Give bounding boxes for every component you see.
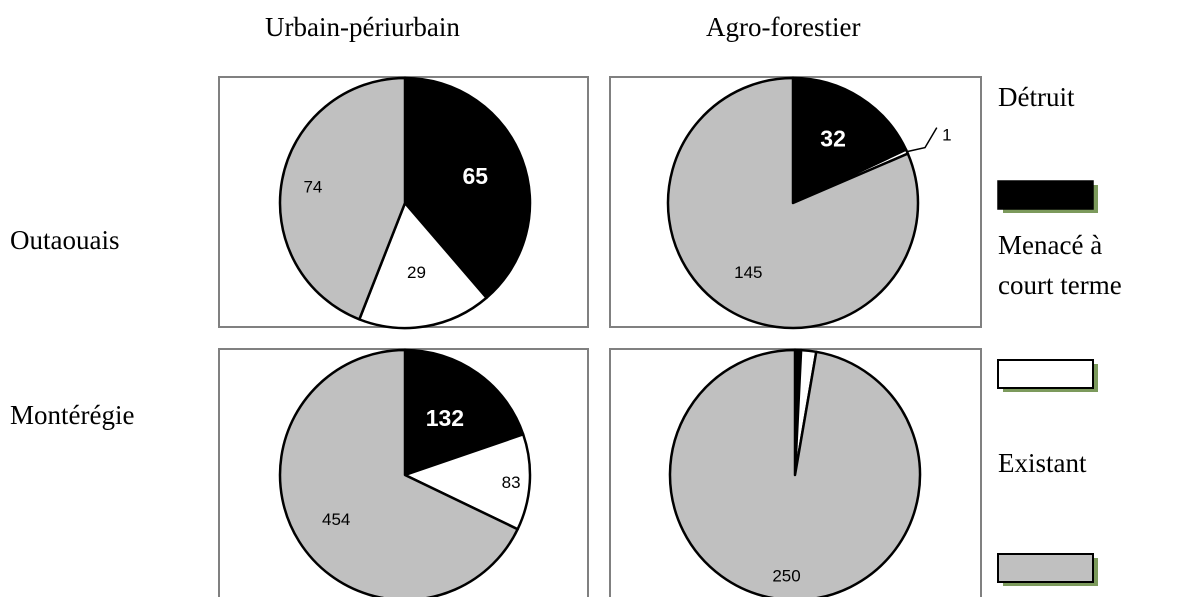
column-title-urbain: Urbain-périurbain <box>265 12 460 42</box>
data-label: 250 <box>772 567 800 586</box>
slice-menace <box>403 433 532 531</box>
slice-existant <box>666 76 920 330</box>
legend-label-menace: Menacé à court terme <box>998 230 1122 300</box>
data-label: 454 <box>322 510 350 529</box>
slice-existant <box>668 348 922 597</box>
legend-label-existant: Existant <box>998 448 1087 478</box>
legend-swatch-detruit <box>997 180 1094 210</box>
data-label: 132 <box>426 405 464 431</box>
legend-label-detruit: Détruit <box>998 82 1075 112</box>
row-label-monteregie: Montérégie <box>10 400 135 430</box>
data-label: 74 <box>303 178 322 197</box>
slice-existant <box>278 76 407 321</box>
data-label: 145 <box>734 263 762 282</box>
slice-detruit <box>791 76 908 205</box>
legend-swatch-existant <box>997 553 1094 583</box>
data-label: 65 <box>463 163 489 189</box>
column-title-agro: Agro-forestier <box>706 12 861 42</box>
slice-menace <box>358 201 488 330</box>
data-label: 83 <box>502 473 521 492</box>
legend-swatch-menace <box>997 359 1094 389</box>
row-label-outaouais: Outaouais <box>10 225 120 255</box>
slice-existant <box>278 348 519 597</box>
leader-line <box>906 127 938 153</box>
slice-detruit <box>403 76 532 299</box>
data-label: 32 <box>820 126 846 152</box>
data-label: 1 <box>942 126 951 145</box>
data-label: 29 <box>407 263 426 282</box>
